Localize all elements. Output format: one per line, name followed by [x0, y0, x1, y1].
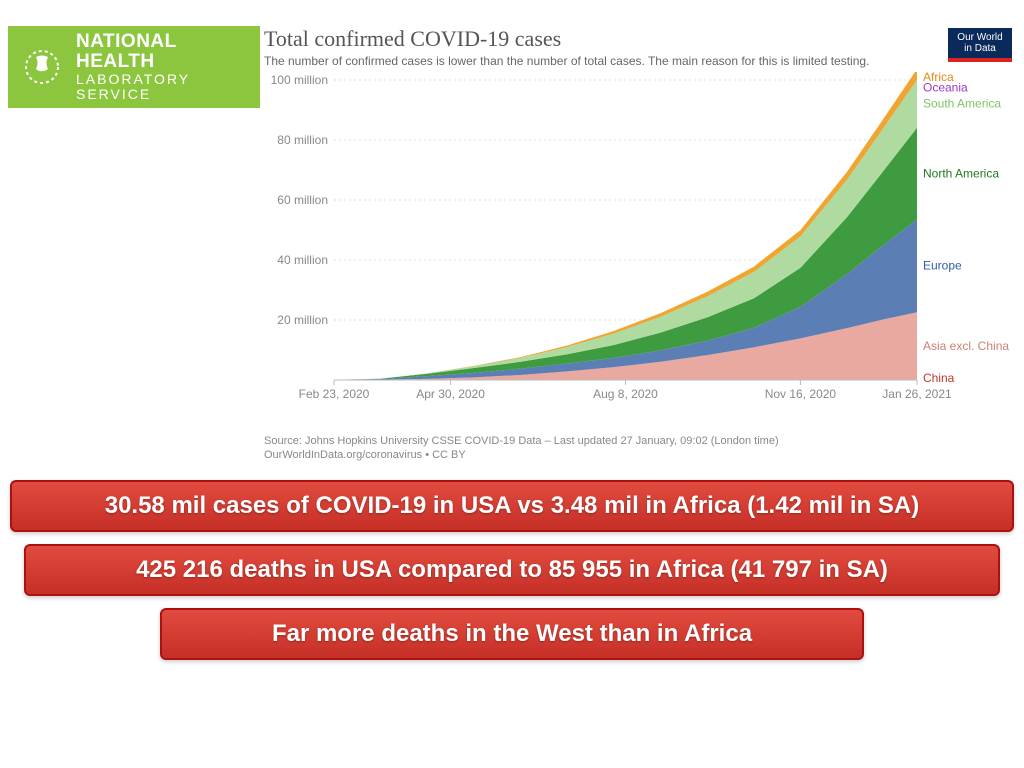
series-label-china: China	[923, 371, 955, 385]
nhls-line2: LABORATORY SERVICE	[76, 72, 250, 101]
series-label-europe: Europe	[923, 259, 962, 273]
highlight-bar-deaths: 425 216 deaths in USA compared to 85 955…	[24, 544, 1000, 596]
series-label-asia-excl-china: Asia excl. China	[923, 339, 1009, 353]
x-tick-label: Aug 8, 2020	[593, 387, 658, 401]
source-line2: OurWorldInData.org/coronavirus • CC BY	[264, 448, 779, 462]
series-label-north-america: North America	[923, 166, 999, 180]
nhls-text: NATIONAL HEALTH LABORATORY SERVICE	[76, 32, 250, 101]
x-tick-label: Jan 26, 2021	[882, 387, 952, 401]
highlight-bar-cases: 30.58 mil cases of COVID-19 in USA vs 3.…	[10, 480, 1014, 532]
y-tick-label: 80 million	[277, 133, 328, 147]
x-tick-label: Feb 23, 2020	[299, 387, 370, 401]
series-label-africa: Africa	[923, 72, 954, 84]
chart-title: Total confirmed COVID-19 cases	[264, 26, 964, 52]
source-line1: Source: Johns Hopkins University CSSE CO…	[264, 434, 779, 448]
x-tick-label: Nov 16, 2020	[765, 387, 837, 401]
chart-svg: 20 million 40 million 60 million 80 million…	[264, 72, 1012, 422]
chart-source: Source: Johns Hopkins University CSSE CO…	[264, 434, 779, 463]
nhls-badge: NATIONAL HEALTH LABORATORY SERVICE	[8, 26, 260, 108]
nhls-logo-icon	[18, 43, 66, 91]
highlight-bar-summary: Far more deaths in the West than in Afri…	[160, 608, 864, 660]
x-tick-label: Apr 30, 2020	[416, 387, 485, 401]
y-tick-label: 100 million	[271, 73, 328, 87]
nhls-line1: NATIONAL HEALTH	[76, 32, 250, 72]
chart-header: Total confirmed COVID-19 cases The numbe…	[264, 26, 964, 68]
y-tick-label: 20 million	[277, 313, 328, 327]
y-tick-label: 40 million	[277, 253, 328, 267]
covid-cases-chart: 20 million 40 million 60 million 80 million…	[264, 72, 1012, 422]
chart-subtitle: The number of confirmed cases is lower t…	[264, 54, 964, 68]
y-tick-label: 60 million	[277, 193, 328, 207]
series-label-south-america: South America	[923, 97, 1001, 111]
